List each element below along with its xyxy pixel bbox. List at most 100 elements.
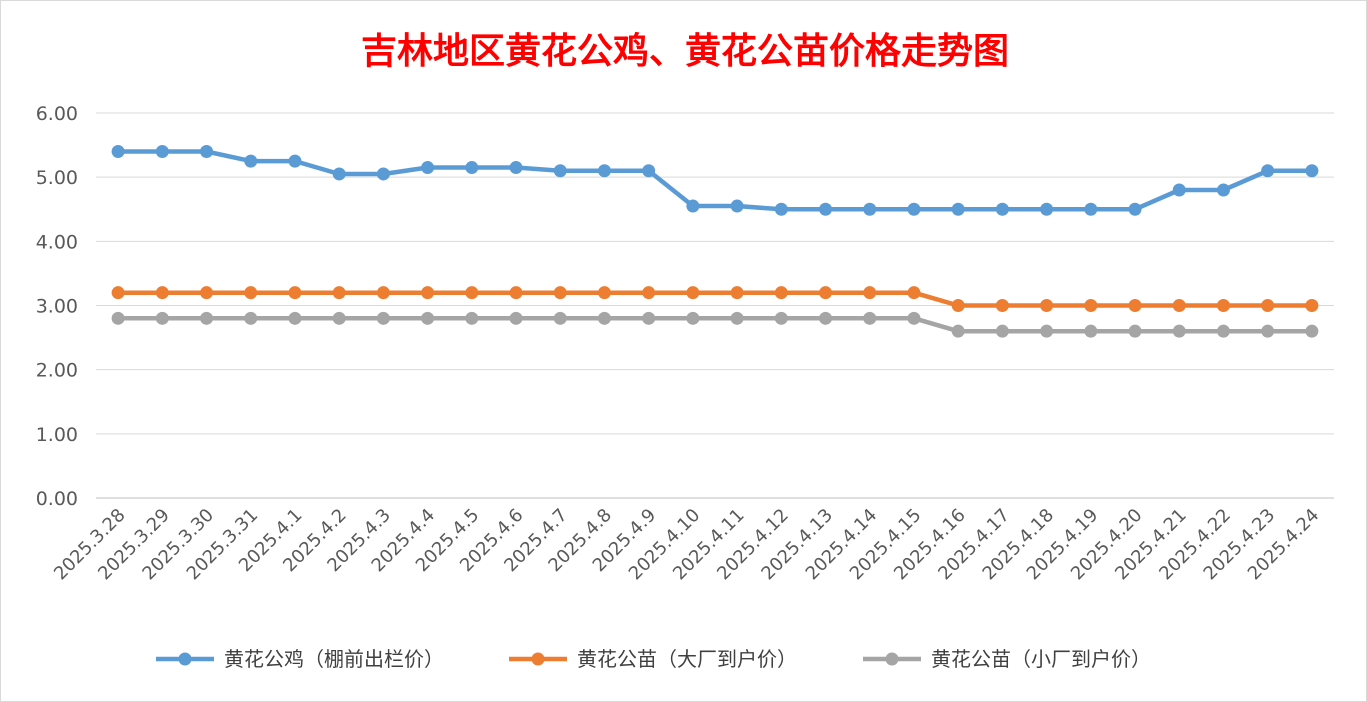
data-point <box>332 167 346 181</box>
data-point <box>509 161 523 175</box>
legend: 黄花公鸡（棚前出栏价） 黄花公苗（大厂到户价） 黄花公苗（小厂到户价） <box>156 647 1151 671</box>
data-point <box>642 286 656 300</box>
x-tick-labels: 2025.3.282025.3.292025.3.302025.3.312025… <box>50 505 1323 585</box>
data-point <box>597 311 611 325</box>
data-point <box>111 311 125 325</box>
series-1 <box>111 145 1319 216</box>
data-point <box>244 154 258 168</box>
data-point <box>155 311 169 325</box>
legend-label: 黄花公苗（小厂到户价） <box>931 647 1151 671</box>
data-point <box>1261 324 1275 338</box>
data-point <box>1216 299 1230 312</box>
y-tick-label: 4.00 <box>36 231 78 253</box>
data-point <box>465 311 479 325</box>
legend-swatch-marker <box>531 652 545 666</box>
series-3 <box>111 311 1319 338</box>
data-point <box>376 286 390 300</box>
data-point <box>332 286 346 300</box>
legend-label: 黄花公苗（大厂到户价） <box>577 647 797 671</box>
data-point <box>200 145 214 158</box>
data-point <box>465 161 479 175</box>
data-point <box>1084 324 1098 338</box>
data-point <box>288 286 302 300</box>
data-point <box>730 311 744 325</box>
data-point <box>995 202 1009 216</box>
data-point <box>509 286 523 300</box>
data-point <box>155 145 169 158</box>
data-point <box>465 286 479 300</box>
data-point <box>907 202 921 216</box>
data-point <box>155 286 169 300</box>
data-point <box>111 286 125 300</box>
legend-entry: 黄花公苗（大厂到户价） <box>509 647 797 671</box>
data-point <box>332 311 346 325</box>
data-point <box>1040 324 1054 338</box>
data-point <box>1040 299 1054 312</box>
data-point <box>774 202 788 216</box>
data-point <box>686 199 700 213</box>
data-point <box>1128 202 1142 216</box>
data-point <box>597 164 611 178</box>
data-point <box>774 311 788 325</box>
data-point <box>421 286 435 300</box>
data-point <box>951 299 965 312</box>
data-point <box>819 286 833 300</box>
data-point <box>819 202 833 216</box>
data-point <box>863 202 877 216</box>
data-point <box>951 324 965 338</box>
data-point <box>907 311 921 325</box>
data-point <box>1172 324 1186 338</box>
chart-title: 吉林地区黄花公鸡、黄花公苗价格走势图 <box>361 30 1009 72</box>
data-point <box>1305 299 1319 312</box>
data-point <box>1084 202 1098 216</box>
data-point <box>597 286 611 300</box>
data-point <box>200 311 214 325</box>
y-tick-label: 6.00 <box>36 103 78 125</box>
data-point <box>1128 324 1142 338</box>
data-point <box>1305 324 1319 338</box>
series-line <box>115 149 1315 212</box>
data-point <box>1216 183 1230 197</box>
data-point <box>376 167 390 181</box>
data-point <box>1172 183 1186 197</box>
data-point <box>1216 324 1230 338</box>
data-point <box>730 286 744 300</box>
data-point <box>553 311 567 325</box>
y-tick-label: 3.00 <box>36 296 78 318</box>
data-point <box>995 324 1009 338</box>
data-point <box>200 286 214 300</box>
y-tick-labels: 0.00 1.00 2.00 3.00 4.00 5.00 6.00 <box>36 103 78 510</box>
y-tick-label: 5.00 <box>36 167 78 189</box>
data-point <box>288 154 302 168</box>
series-line <box>115 316 1315 334</box>
data-point <box>642 311 656 325</box>
data-point <box>244 311 258 325</box>
data-point <box>686 286 700 300</box>
data-point <box>288 311 302 325</box>
series-layer <box>111 145 1319 338</box>
data-point <box>509 311 523 325</box>
data-point <box>111 145 125 158</box>
data-point <box>1172 299 1186 312</box>
legend-swatch-marker <box>178 652 192 666</box>
series-line <box>115 290 1315 308</box>
data-point <box>863 311 877 325</box>
data-point <box>819 311 833 325</box>
y-tick-label: 2.00 <box>36 360 78 382</box>
grid-layer <box>96 112 1334 499</box>
data-point <box>1261 299 1275 312</box>
data-point <box>863 286 877 300</box>
data-point <box>421 311 435 325</box>
data-point <box>421 161 435 175</box>
y-tick-label: 0.00 <box>36 488 78 510</box>
data-point <box>376 311 390 325</box>
data-point <box>1128 299 1142 312</box>
data-point <box>553 164 567 178</box>
series-2 <box>111 286 1319 312</box>
legend-entry: 黄花公苗（小厂到户价） <box>863 647 1151 671</box>
legend-swatch-marker <box>885 652 899 666</box>
data-point <box>553 286 567 300</box>
data-point <box>1040 202 1054 216</box>
